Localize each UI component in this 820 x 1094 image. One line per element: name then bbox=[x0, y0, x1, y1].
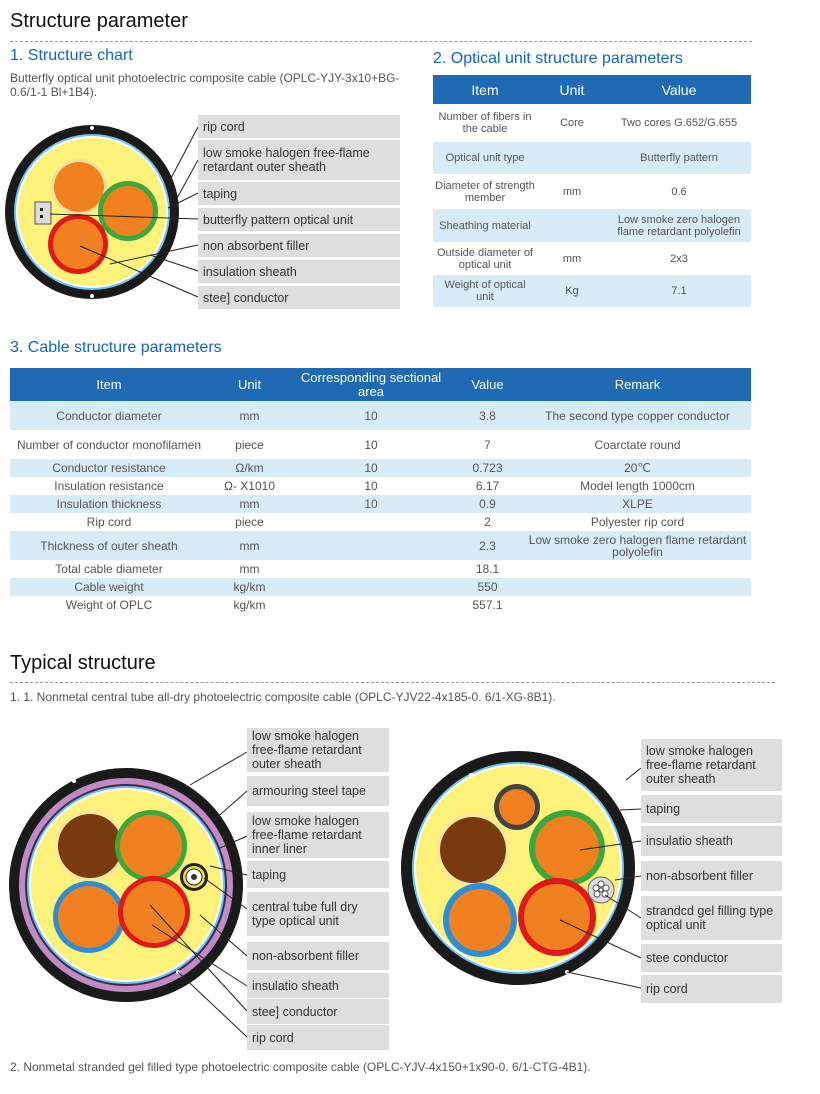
optical-table-heading: 2. Optical unit structure parameters bbox=[433, 50, 683, 67]
label-a-optical-unit: central tube full dry type optical unit bbox=[247, 892, 389, 936]
optical-unit-table: Item Unit Value Number of fibers in the … bbox=[433, 75, 751, 307]
cable-structure-table: Item Unit Corresponding sectional area V… bbox=[10, 368, 751, 614]
col-item: Item bbox=[433, 75, 537, 104]
label-a-taping: taping bbox=[247, 861, 389, 888]
label-rip-cord: rip cord bbox=[198, 115, 400, 138]
label-b-optical-unit: strandcd gel filling type optical unit bbox=[641, 896, 782, 940]
col-value: Value bbox=[607, 75, 751, 104]
table-row: Number of conductor monofilamen piece 10 7 C… bbox=[10, 430, 751, 459]
divider bbox=[10, 41, 752, 42]
label-a-filler: non-absorbent filler bbox=[247, 942, 389, 970]
col-value: Value bbox=[451, 368, 524, 401]
caption-1: 1. 1. Nonmetal central tube all-dry phot… bbox=[10, 690, 556, 704]
table-row: Weight of optical unit Kg 7.1 bbox=[433, 275, 751, 307]
label-a-conductor: stee] conductor bbox=[247, 999, 389, 1024]
table-row: Optical unit type Butterfly pattern bbox=[433, 142, 751, 174]
table-row: Weight of OPLC kg/km 557.1 bbox=[10, 596, 751, 614]
caption-2: 2. Nonmetal stranded gel filled type pho… bbox=[10, 1060, 591, 1074]
label-a-inner-liner: low smoke halogen free-flame retardant i… bbox=[247, 812, 389, 858]
structure-chart-description: Butterfly optical unit photoelectric com… bbox=[10, 71, 400, 99]
table-row: Insulation resistance Ω- X1010 10 6.17 Model… bbox=[10, 477, 751, 495]
table-row: Rip cord piece 2 Polyester rip cord bbox=[10, 513, 751, 531]
label-a-steel-tape: armouring steel tape bbox=[247, 776, 389, 806]
label-b-outer-sheath: low smoke halogen free-flame retardant o… bbox=[641, 739, 782, 791]
table-row: Number of fibers in the cable Core Two cor… bbox=[433, 104, 751, 142]
section-title: Structure parameter bbox=[10, 10, 188, 32]
table-row: Sheathing material Low smoke zero halogen… bbox=[433, 209, 751, 242]
divider bbox=[10, 682, 775, 683]
butterfly-cable-diagram bbox=[5, 125, 199, 299]
cable-table-heading: 3. Cable structure parameters bbox=[10, 339, 222, 356]
col-sectional-area: Corresponding sectional area bbox=[291, 368, 451, 401]
label-a-insulation: insulatio sheath bbox=[247, 973, 389, 998]
label-outer-sheath: low smoke halogen free-flame retardant o… bbox=[198, 140, 400, 180]
label-b-filler: non-absorbent filler bbox=[641, 861, 782, 891]
label-filler: non absorbent filler bbox=[198, 234, 400, 257]
label-b-insulation: insulatio sheath bbox=[641, 826, 782, 856]
table-row: Cable weight kg/km 550 bbox=[10, 578, 751, 596]
label-a-rip-cord: rip cord bbox=[247, 1025, 389, 1050]
table-row: Conductor resistance Ω/km 10 0.723 20℃ bbox=[10, 459, 751, 477]
label-conductor: stee] conductor bbox=[198, 286, 400, 309]
col-unit: Unit bbox=[537, 75, 607, 104]
label-b-taping: taping bbox=[641, 795, 782, 823]
label-taping: taping bbox=[198, 182, 400, 205]
table-row: Total cable diameter mm 18.1 bbox=[10, 560, 751, 578]
table-row: Outside diameter of optical unit mm 2x3 bbox=[433, 242, 751, 275]
label-b-rip-cord: rip cord bbox=[641, 975, 782, 1003]
table-row: Conductor diameter mm 10 3.8 The second type… bbox=[10, 401, 751, 430]
col-remark: Remark bbox=[524, 368, 751, 401]
col-item: Item bbox=[10, 368, 208, 401]
table-row: Thickness of outer sheath mm 2.3 Low smoke … bbox=[10, 531, 751, 560]
label-a-outer-sheath: low smoke halogen free-flame retardant o… bbox=[247, 728, 389, 772]
label-b-conductor: stee conductor bbox=[641, 944, 782, 972]
table-row: Diameter of strength member mm 0.6 bbox=[433, 174, 751, 209]
label-insulation-sheath: insulation sheath bbox=[198, 260, 400, 283]
typical-structure-title: Typical structure bbox=[10, 652, 156, 674]
label-butterfly-unit: butterfly pattern optical unit bbox=[198, 208, 400, 231]
structure-chart-heading: 1. Structure chart bbox=[10, 47, 133, 64]
col-unit: Unit bbox=[208, 368, 291, 401]
table-row: Insulation thickness mm 10 0.9 XLPE bbox=[10, 495, 751, 513]
